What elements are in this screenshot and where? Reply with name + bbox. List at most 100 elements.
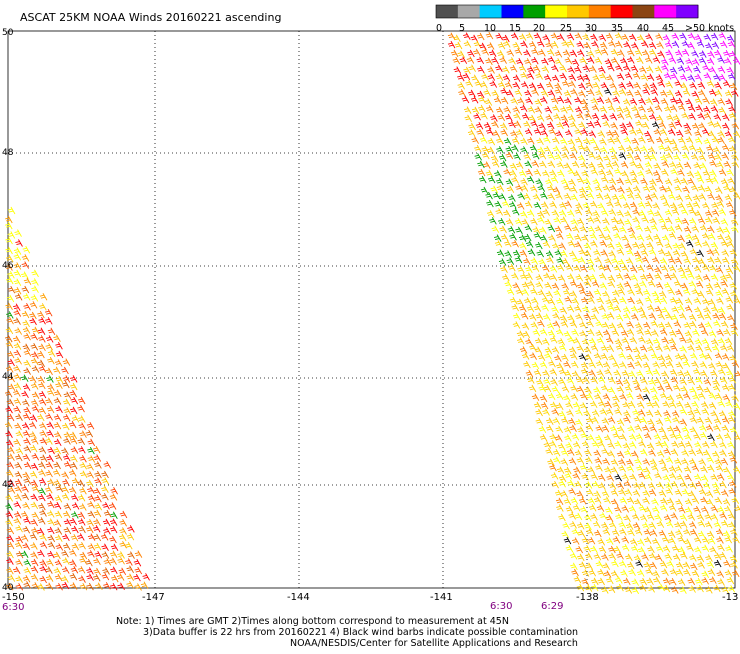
wind-barb — [477, 168, 486, 177]
wind-barb — [13, 517, 22, 525]
wind-barb — [719, 512, 727, 520]
wind-barb — [702, 240, 710, 248]
wind-barb — [578, 121, 586, 130]
wind-barb — [604, 466, 612, 474]
wind-barb — [680, 551, 688, 560]
wind-barb — [78, 518, 86, 526]
wind-barb — [591, 40, 599, 48]
wind-barb — [520, 311, 529, 320]
wind-barb — [31, 437, 39, 445]
wind-barb — [652, 56, 661, 64]
wind-barb — [14, 462, 22, 470]
wind-barb — [102, 567, 110, 575]
wind-barb — [722, 394, 731, 402]
wind-barb — [497, 41, 506, 50]
wind-barb — [623, 410, 631, 418]
wind-barb — [679, 520, 688, 529]
wind-barb — [598, 545, 607, 554]
wind-barb — [671, 40, 680, 48]
wind-barb — [642, 184, 651, 193]
wind-barb — [634, 48, 643, 57]
wind-barb — [638, 242, 647, 250]
wind-barb — [708, 362, 716, 370]
wind-barb — [670, 343, 678, 352]
wind-barb — [598, 33, 607, 42]
wind-barb — [55, 375, 64, 384]
wind-barb — [607, 136, 615, 145]
wind-barb — [673, 425, 681, 434]
wind-barb — [686, 544, 694, 552]
wind-barb — [571, 160, 580, 169]
wind-barb — [6, 469, 14, 478]
wind-barb — [563, 497, 572, 506]
wind-barb — [672, 145, 680, 153]
wind-barb — [669, 368, 678, 377]
wind-barb — [638, 104, 646, 113]
wind-barb — [5, 246, 13, 255]
wind-barb — [665, 152, 673, 160]
wind-barb — [618, 464, 626, 473]
wind-barb — [496, 177, 504, 186]
wind-barb — [63, 431, 72, 439]
wind-barb — [458, 89, 466, 97]
wind-barb — [560, 490, 568, 498]
wind-barb — [641, 40, 649, 48]
wind-barb — [558, 474, 567, 483]
wind-barb — [53, 551, 61, 560]
wind-barb — [632, 241, 640, 250]
wind-barb — [637, 306, 646, 314]
wind-barb — [557, 274, 566, 282]
wind-barb — [703, 138, 712, 146]
wind-barb — [69, 382, 78, 391]
wind-barb — [512, 249, 521, 258]
wind-barb — [721, 383, 730, 392]
lat-label-44: 44 — [2, 372, 14, 382]
wind-barb — [695, 104, 703, 113]
wind-barb — [631, 176, 639, 185]
wind-barb — [668, 504, 677, 512]
wind-barb — [462, 72, 471, 81]
wind-barb — [562, 521, 570, 530]
wind-barb — [524, 58, 532, 66]
wind-barb — [694, 34, 702, 42]
wind-barb — [613, 369, 622, 377]
wind-barb — [600, 344, 609, 353]
wind-barb — [54, 438, 62, 447]
wind-barb — [643, 432, 652, 440]
wind-barb — [646, 577, 654, 586]
wind-barb — [53, 567, 62, 575]
lon-label-138: -138 — [576, 592, 599, 603]
wind-barb — [518, 64, 527, 73]
wind-barb — [695, 577, 703, 586]
wind-barb — [584, 522, 592, 531]
wind-barb — [599, 239, 608, 248]
wind-barb — [589, 274, 597, 282]
wind-barb — [624, 242, 632, 250]
wind-barb — [580, 128, 588, 136]
wind-barb — [85, 429, 94, 438]
wind-barb — [47, 349, 56, 357]
wind-barb — [676, 57, 685, 65]
wind-barb — [604, 434, 612, 442]
wind-barb — [627, 296, 635, 305]
swath-east — [447, 31, 740, 595]
wind-barb — [583, 177, 591, 185]
wind-barb — [701, 544, 710, 553]
wind-barb — [510, 97, 518, 105]
wind-barb — [628, 568, 636, 576]
wind-barb — [565, 544, 574, 553]
wind-barb — [677, 266, 686, 274]
wind-barb — [47, 518, 55, 526]
wind-barb — [5, 276, 14, 285]
wind-barb — [586, 528, 594, 536]
wind-barb — [612, 89, 620, 97]
wind-barb — [14, 293, 23, 301]
wind-barb — [536, 378, 544, 387]
wind-barb — [118, 567, 127, 576]
wind-barb — [596, 296, 604, 305]
wind-barb — [86, 582, 94, 591]
wind-barb — [657, 312, 665, 320]
wind-barb — [606, 129, 614, 138]
wind-barb — [654, 65, 663, 74]
wind-barb — [479, 136, 488, 144]
